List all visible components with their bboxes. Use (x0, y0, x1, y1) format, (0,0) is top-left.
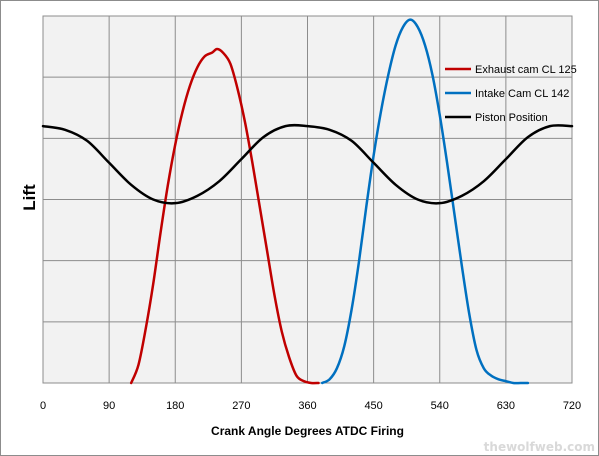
x-tick-label: 540 (431, 400, 449, 412)
axes: 0 90 180 270 360 450 540 630 720 (40, 400, 581, 412)
x-tick-label: 450 (364, 400, 382, 412)
legend-label: Intake Cam CL 142 (475, 88, 569, 100)
x-tick-label: 630 (497, 400, 515, 412)
x-tick-label: 270 (232, 400, 250, 412)
legend-label: Exhaust cam CL 125 (475, 64, 577, 76)
x-tick-label: 0 (40, 400, 46, 412)
x-tick-label: 720 (563, 400, 581, 412)
intake-cam-line (320, 18, 530, 385)
x-tick-label: 360 (298, 400, 316, 412)
series-layer (41, 18, 574, 385)
legend: Exhaust cam CL 125 Intake Cam CL 142 Pisto… (445, 64, 577, 124)
x-tick-label: 90 (103, 400, 115, 412)
y-axis-title: Lift (20, 184, 39, 211)
x-axis-title: Crank Angle Degrees ATDC Firing (211, 424, 404, 438)
grid (42, 15, 573, 384)
exhaust-cam-line (129, 47, 320, 385)
watermark: thewolfweb.com (484, 440, 595, 454)
piston-position-line (41, 123, 574, 205)
legend-label: Piston Position (475, 112, 548, 124)
x-tick-label: 180 (166, 400, 184, 412)
